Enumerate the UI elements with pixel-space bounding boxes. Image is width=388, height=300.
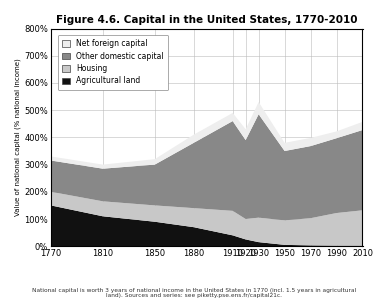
Title: Figure 4.6. Capital in the United States, 1770-2010: Figure 4.6. Capital in the United States…	[56, 15, 357, 25]
Legend: Net foreign capital, Other domestic capital, Housing, Agricultural land: Net foreign capital, Other domestic capi…	[58, 34, 168, 90]
Text: National capital is worth 3 years of national income in the United States in 177: National capital is worth 3 years of nat…	[32, 288, 356, 298]
Y-axis label: Value of national capital (% national income): Value of national capital (% national in…	[15, 58, 21, 216]
